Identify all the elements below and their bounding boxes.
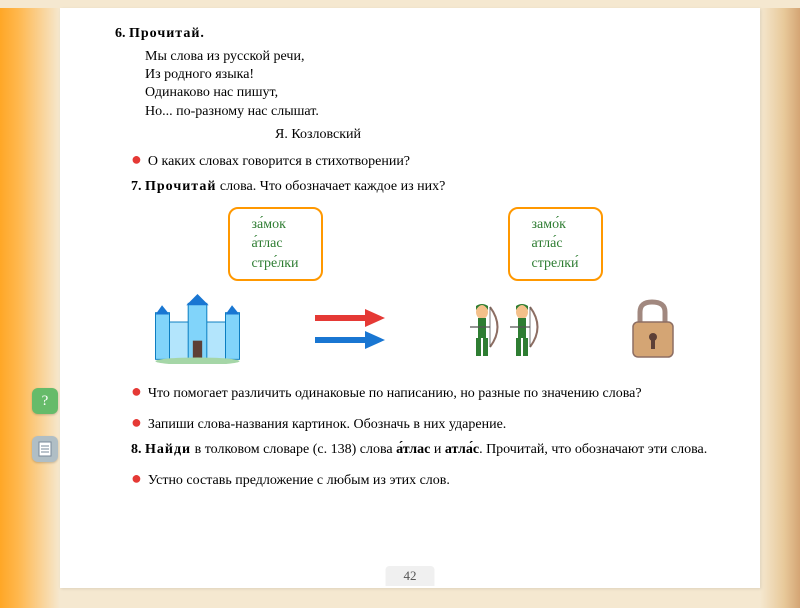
word: атла́с [532, 234, 579, 254]
exercise-6-header: 6. Прочитай. [115, 26, 715, 42]
page-number: 42 [386, 566, 435, 586]
question-mark-icon: ? [32, 388, 58, 414]
castle-illustration [150, 294, 245, 364]
question-text: Устно составь предложение с любым из эти… [148, 473, 450, 488]
word-boxes-row: за́мок а́тлас стре́лки замо́к атла́с стр… [135, 207, 695, 282]
right-page-border [760, 8, 800, 608]
poem-line: Но... по-разному нас слышат. [145, 103, 715, 121]
bullet-icon: ● [131, 381, 142, 401]
bold-word: атла́с [445, 442, 479, 457]
question-line: ● Устно составь предложение с любым из эт… [115, 466, 715, 491]
question-line: ● Запиши слова-названия картинок. Обознач… [115, 410, 715, 435]
illustrations-row [115, 289, 715, 369]
exercise-number: 8. [131, 442, 142, 457]
poem-block: Мы слова из русской речи, Из родного язы… [145, 48, 715, 121]
exercise-title: Прочитай [145, 179, 216, 194]
exercise-text: . Прочитай, что обозначают эти слова. [479, 442, 707, 457]
bold-word: а́тлас [396, 442, 430, 457]
exercise-number: 6. [115, 26, 126, 41]
bullet-icon: ● [131, 149, 142, 169]
word: замо́к [532, 215, 579, 235]
poem-author: Я. Козловский [275, 127, 715, 143]
exercise-number: 7. [131, 179, 142, 194]
exercise-text: и [430, 442, 445, 457]
exercise-title: Прочитай. [129, 26, 205, 41]
word: стре́лки [252, 254, 299, 274]
word: а́тлас [252, 234, 299, 254]
question-text: Запиши слова-названия картинок. Обозначь… [148, 417, 506, 432]
word: стрелки́ [532, 254, 579, 274]
arrows-group [315, 309, 385, 349]
exercise-text: слова. Что обозначает каждое из них? [220, 179, 445, 194]
bullet-icon: ● [131, 468, 142, 488]
word-box-right: замо́к атла́с стрелки́ [508, 207, 603, 282]
question-text: О каких словах говорится в стихотворении… [148, 154, 410, 169]
padlock-illustration [625, 297, 680, 362]
question-line: ● О каких словах говорится в стихотворени… [115, 147, 715, 172]
red-arrow-icon [315, 309, 385, 327]
poem-line: Одинаково нас пишут, [145, 84, 715, 102]
word: за́мок [252, 215, 299, 235]
document-icon [32, 436, 58, 462]
blue-arrow-icon [315, 331, 385, 349]
question-line: ● Что помогает различить одинаковые по на… [115, 379, 715, 404]
exercise-8-header: 8. Найди в толковом словаре (с. 138) сло… [115, 441, 715, 460]
poem-line: Из родного языка! [145, 66, 715, 84]
poem-line: Мы слова из русской речи, [145, 48, 715, 66]
bullet-icon: ● [131, 412, 142, 432]
question-text: Что помогает различить одинаковые по нап… [148, 386, 642, 401]
exercise-7-header: 7. Прочитай слова. Что обозначает каждое… [115, 178, 715, 197]
archers-illustration [455, 292, 555, 367]
textbook-page: ? 6. Прочитай. Мы слова из русской речи,… [60, 8, 760, 588]
exercise-title: Найди [145, 442, 191, 457]
word-box-left: за́мок а́тлас стре́лки [228, 207, 323, 282]
left-page-border [0, 8, 60, 608]
exercise-text: в толковом словаре (с. 138) слова [195, 442, 396, 457]
